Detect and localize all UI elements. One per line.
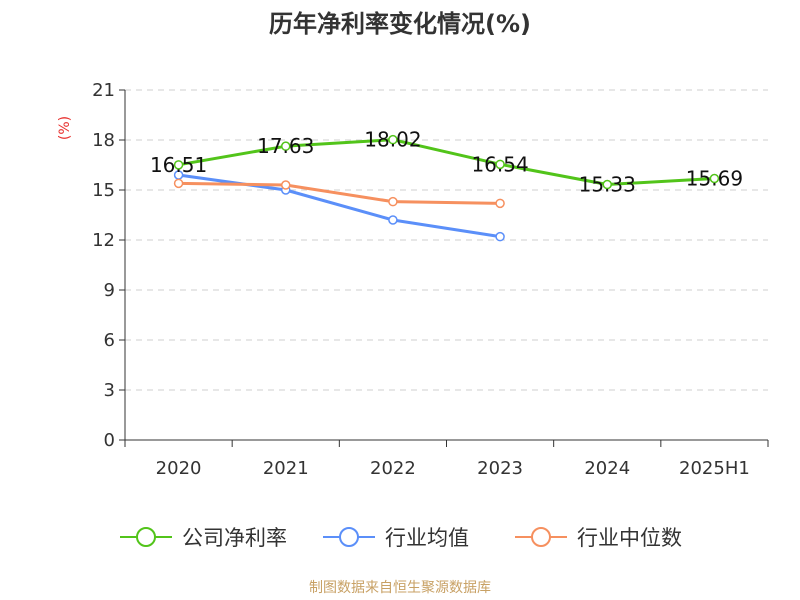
data-label: 15.33 — [579, 173, 636, 197]
x-tick-label-2023: 2023 — [477, 458, 523, 479]
y-tick-label: 0 — [104, 430, 115, 451]
series-line-2 — [178, 181, 501, 205]
series-0-point — [173, 160, 184, 170]
series-1-point — [388, 215, 398, 225]
x-tick-label-2020: 2020 — [156, 458, 202, 479]
series-0-point — [602, 179, 612, 190]
series-line-0 — [178, 138, 715, 186]
data-label: 16.54 — [471, 152, 528, 176]
series-2-point — [173, 178, 184, 189]
y-tick-label: 18 — [92, 130, 115, 151]
series-2-point — [281, 180, 291, 190]
legend-label-0: 公司净利率 — [182, 526, 287, 550]
y-tick-label: 9 — [104, 280, 115, 301]
data-label: 15.69 — [686, 167, 743, 191]
series-2-point — [495, 198, 505, 209]
legend-marker-1 — [339, 527, 359, 547]
x-tick-label-2025H1: 2025H1 — [679, 458, 750, 479]
source-note: 制图数据来自恒生聚源数据库 — [309, 580, 491, 596]
series-0-point — [388, 134, 398, 145]
legend-label-2: 行业中位数 — [577, 526, 682, 550]
chart-title: 历年净利率变化情况(%) — [269, 10, 531, 38]
y-tick-label: 6 — [104, 330, 115, 351]
series-0-point — [495, 159, 505, 170]
legend: 公司净利率 行业均值 行业中位数 — [120, 526, 682, 550]
legend-label-1: 行业均值 — [385, 526, 469, 550]
x-tick-label-2021: 2021 — [263, 458, 309, 479]
data-label: 18.02 — [364, 128, 421, 152]
x-tick-label-2024: 2024 — [584, 458, 630, 479]
y-axis-label: (%) — [57, 116, 73, 140]
series-0-point — [709, 173, 720, 184]
series-line-1 — [178, 173, 501, 239]
x-tick-label-2022: 2022 — [370, 458, 416, 479]
y-tick-label: 3 — [104, 380, 115, 401]
series-2-point — [388, 196, 398, 207]
series-lines — [173, 134, 720, 242]
y-tick-label: 12 — [92, 230, 115, 251]
grid-lines — [125, 89, 768, 391]
legend-marker-2 — [531, 527, 551, 547]
y-tick-label: 15 — [92, 180, 115, 201]
axes: 0 3 6 9 12 15 18 21 (%) 2020 2021 2022 2023 2024 2025H… — [57, 80, 769, 479]
legend-marker-0 — [136, 527, 156, 547]
data-label: 17.63 — [257, 134, 314, 158]
series-1-point — [495, 231, 505, 242]
series-0-point — [281, 141, 291, 151]
data-labels: 16.51 17.63 18.02 16.54 15.33 15.69 — [150, 128, 743, 197]
y-tick-label: 21 — [92, 80, 115, 101]
data-label: 16.51 — [150, 153, 207, 177]
